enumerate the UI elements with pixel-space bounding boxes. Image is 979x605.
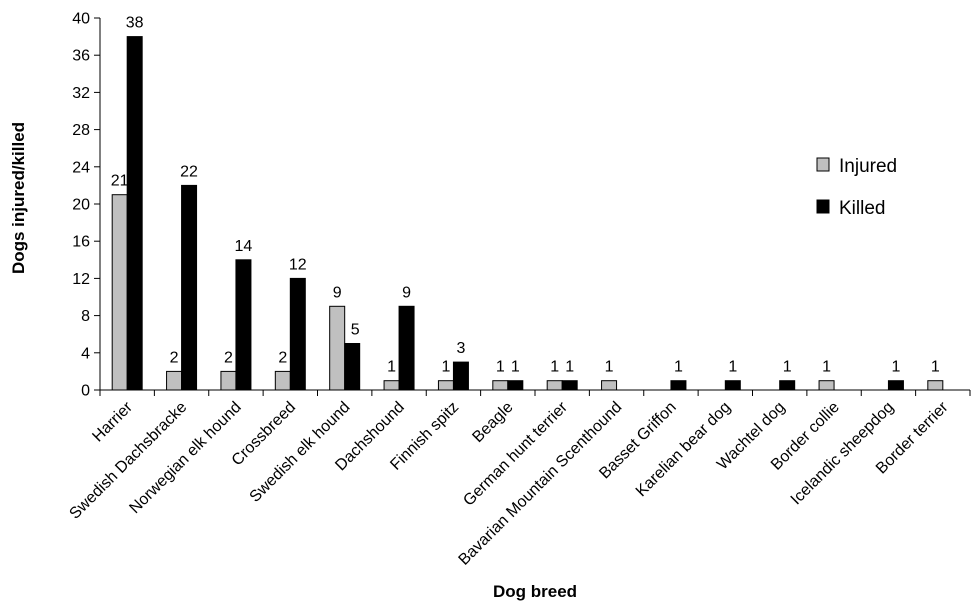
y-tick-label: 8 — [81, 308, 90, 325]
data-label-injured: 9 — [333, 284, 342, 301]
bar-killed — [344, 343, 361, 391]
bar-killed — [126, 36, 143, 391]
data-label-injured: 1 — [931, 359, 940, 376]
y-tick-label: 4 — [81, 345, 90, 362]
bar-injured — [601, 380, 618, 391]
bar-killed — [670, 380, 687, 391]
bar-injured — [220, 370, 237, 391]
legend-swatch-killed — [816, 199, 830, 214]
data-label-killed: 12 — [289, 256, 307, 273]
y-tick-label: 12 — [72, 271, 90, 288]
bar-injured — [546, 380, 563, 391]
data-label-injured: 21 — [111, 173, 129, 190]
y-axis: 0 4 8 12 16 20 24 28 32 36 40 — [72, 11, 101, 400]
data-label-injured: 2 — [224, 349, 233, 366]
legend-swatch-injured — [816, 157, 830, 172]
data-label-injured: 1 — [822, 359, 831, 376]
y-tick-label: 20 — [72, 197, 90, 214]
data-label-killed: 14 — [235, 238, 253, 255]
y-tick-label: 28 — [72, 122, 90, 139]
bar-killed — [507, 380, 524, 391]
legend-label-killed: Killed — [839, 198, 885, 219]
data-label-killed: 1 — [565, 359, 574, 376]
data-label-killed: 1 — [728, 359, 737, 376]
data-label-killed: 1 — [783, 359, 792, 376]
data-label-injured: 1 — [550, 359, 559, 376]
legend-label-injured: Injured — [839, 156, 897, 177]
bar-killed — [724, 380, 741, 391]
y-tick-label: 0 — [81, 383, 90, 400]
bar-injured — [927, 380, 944, 391]
data-label-injured: 1 — [387, 359, 396, 376]
data-label-injured: 2 — [170, 349, 179, 366]
data-label-injured: 1 — [496, 359, 505, 376]
data-label-killed: 9 — [402, 284, 411, 301]
category-label: German hunt terrier — [460, 398, 571, 509]
data-label-killed: 5 — [351, 322, 360, 339]
bar-injured — [492, 380, 509, 391]
data-label-killed: 3 — [456, 340, 465, 357]
bar-killed — [398, 305, 415, 391]
data-label-killed: 1 — [891, 359, 900, 376]
data-label-injured: 1 — [605, 359, 614, 376]
bar-injured — [329, 305, 346, 391]
bars — [111, 36, 944, 391]
y-axis-title: Dogs injured/killed — [9, 122, 28, 274]
bar-injured — [166, 370, 183, 391]
bar-injured — [437, 380, 454, 391]
data-label-killed: 1 — [674, 359, 683, 376]
bar-killed — [887, 380, 904, 391]
data-label-injured: 1 — [441, 359, 450, 376]
category-label: Norwegian elk hound — [126, 399, 244, 517]
data-label-killed: 22 — [180, 163, 198, 180]
category-label: Swedish elk hound — [247, 399, 354, 506]
category-label: Icelandic sheepdog — [788, 399, 898, 509]
bar-killed — [561, 380, 578, 391]
bar-injured — [274, 370, 291, 391]
data-label-injured: 2 — [278, 349, 287, 366]
y-tick-label: 40 — [72, 11, 90, 28]
bar-killed — [452, 361, 469, 391]
data-label-killed: 1 — [511, 359, 520, 376]
bar-killed — [181, 184, 198, 391]
data-label-killed: 38 — [126, 15, 144, 32]
legend: Injured Killed — [816, 156, 897, 219]
bar-killed — [779, 380, 796, 391]
x-axis — [99, 389, 971, 396]
y-tick-label: 36 — [72, 48, 90, 65]
bar-killed — [289, 277, 306, 391]
category-label: Beagle — [469, 399, 516, 446]
category-label: Karelian bear dog — [633, 399, 734, 500]
category-label: Harrier — [89, 398, 136, 445]
bar-injured — [111, 194, 128, 391]
bar-killed — [235, 259, 252, 391]
y-tick-label: 32 — [72, 85, 90, 102]
y-tick-label: 16 — [72, 234, 90, 251]
y-tick-label: 24 — [72, 159, 90, 176]
bar-injured — [818, 380, 835, 391]
bar-injured — [383, 380, 400, 391]
x-axis-title: Dog breed — [493, 582, 577, 601]
